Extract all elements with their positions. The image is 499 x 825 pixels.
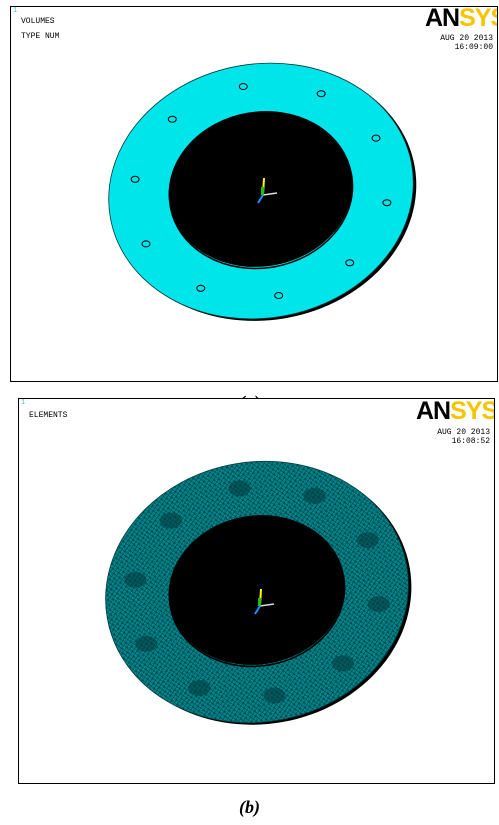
bolt-hole: [130, 175, 140, 183]
mesh-refinement-zone: [332, 655, 354, 672]
triad-origin: [261, 187, 264, 195]
bolt-hole: [141, 240, 151, 248]
bolt-hole: [316, 90, 326, 98]
triad-x-label: X: [280, 189, 285, 197]
ansys-logo: ANSYS: [416, 398, 495, 425]
triad-origin: [258, 598, 261, 606]
triad-y-label: Y: [259, 582, 264, 590]
plot-time: 16:08:52: [451, 437, 490, 446]
plot-title-elements: ELEMENTS: [29, 411, 68, 420]
mesh-refinement-zone: [124, 571, 147, 588]
triad-x-axis: [262, 192, 278, 196]
triad-z-axis: [254, 605, 261, 615]
plot-subtitle-type-num: TYPE NUM: [21, 32, 60, 41]
window-number: 1: [21, 399, 26, 407]
bolt-hole: [371, 134, 381, 142]
mesh-refinement-zone: [263, 687, 286, 704]
mesh-refinement-zone: [188, 680, 211, 697]
volumes-ring-drawing: YX: [108, 62, 417, 321]
bolt-hole: [167, 115, 177, 123]
bolt-hole: [382, 199, 392, 207]
mesh-refinement-zone: [356, 532, 379, 549]
ring-inner-rim: [168, 515, 345, 665]
mesh-refinement-zone: [135, 635, 158, 652]
plot-date: AUG 20 2013: [437, 428, 490, 437]
bolt-hole: [196, 284, 206, 292]
triad-z-axis: [257, 194, 264, 204]
triad-x-axis: [259, 603, 275, 607]
plot-title-volumes: VOLUMES: [21, 17, 55, 26]
mesh-refinement-zone: [228, 480, 251, 497]
plot-time: 16:09:00: [454, 43, 493, 52]
bolt-hole: [238, 83, 248, 90]
window-number: 1: [13, 7, 18, 15]
mesh-refinement-zone: [160, 512, 182, 529]
volumes-plot-panel: YX 1 VOLUMES TYPE NUM ANSYS AUG 20 2013 …: [10, 6, 498, 382]
triad-y-label: Y: [262, 171, 267, 179]
mesh-refinement-zone: [303, 487, 326, 504]
bolt-hole: [345, 259, 355, 267]
caption-b: (b): [239, 797, 260, 817]
plot-date: AUG 20 2013: [440, 34, 493, 43]
elements-mesh-drawing: YX: [105, 460, 412, 725]
bolt-hole: [274, 292, 284, 299]
triad-x-label: X: [277, 600, 282, 608]
mesh-refinement-zone: [367, 596, 390, 613]
ansys-logo: ANSYS: [425, 6, 497, 32]
ring-inner-rim: [168, 111, 353, 267]
